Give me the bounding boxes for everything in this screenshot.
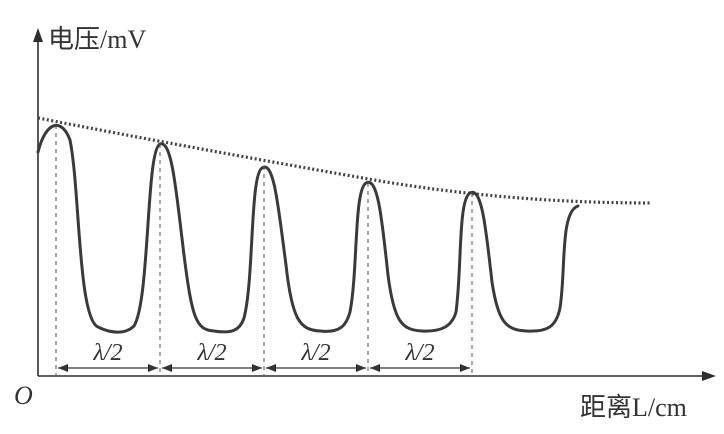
interval-label: λ/2 bbox=[92, 340, 122, 366]
interval-label: λ/2 bbox=[300, 340, 330, 366]
y-axis-arrow bbox=[33, 28, 43, 42]
interval-arrow bbox=[266, 364, 366, 372]
interval-label: λ/2 bbox=[196, 340, 226, 366]
x-axis-label: 距离L/cm bbox=[580, 393, 687, 422]
interval-arrow bbox=[162, 364, 262, 372]
y-axis-label: 电压/mV bbox=[48, 25, 146, 54]
interval-arrow bbox=[58, 364, 158, 372]
origin-label: O bbox=[14, 381, 33, 410]
interval-arrow bbox=[370, 364, 470, 372]
x-axis-arrow bbox=[702, 371, 716, 381]
voltage-curve bbox=[36, 123, 580, 334]
amplitude-envelope bbox=[37, 116, 653, 205]
interval-label: λ/2 bbox=[404, 340, 434, 366]
